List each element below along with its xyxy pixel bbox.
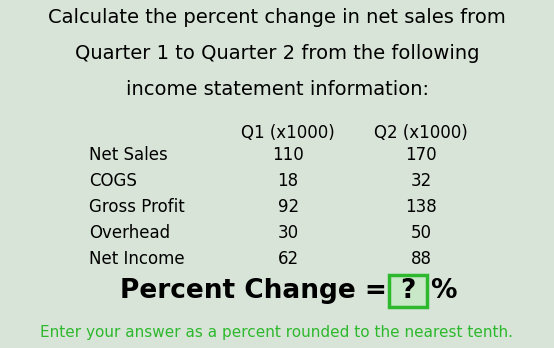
Text: 92: 92 [278, 198, 299, 216]
Text: Q2 (x1000): Q2 (x1000) [374, 124, 468, 142]
Text: 88: 88 [411, 250, 432, 268]
Text: Quarter 1 to Quarter 2 from the following: Quarter 1 to Quarter 2 from the followin… [75, 44, 479, 63]
Text: ?: ? [401, 278, 416, 304]
Text: 32: 32 [411, 172, 432, 190]
Text: 30: 30 [278, 224, 299, 242]
Text: 138: 138 [405, 198, 437, 216]
Text: Q1 (x1000): Q1 (x1000) [241, 124, 335, 142]
Text: Gross Profit: Gross Profit [89, 198, 184, 216]
Text: Net Income: Net Income [89, 250, 184, 268]
Text: 170: 170 [405, 146, 437, 164]
Text: 110: 110 [272, 146, 304, 164]
Text: Percent Change =: Percent Change = [120, 278, 396, 304]
Text: Enter your answer as a percent rounded to the nearest tenth.: Enter your answer as a percent rounded t… [40, 325, 514, 340]
Text: 62: 62 [278, 250, 299, 268]
Text: income statement information:: income statement information: [126, 80, 428, 99]
Text: Overhead: Overhead [89, 224, 170, 242]
Text: 50: 50 [411, 224, 432, 242]
Text: Calculate the percent change in net sales from: Calculate the percent change in net sale… [48, 8, 506, 27]
FancyBboxPatch shape [389, 275, 427, 307]
Text: %: % [430, 278, 456, 304]
Text: Net Sales: Net Sales [89, 146, 167, 164]
Text: COGS: COGS [89, 172, 136, 190]
Text: 18: 18 [278, 172, 299, 190]
